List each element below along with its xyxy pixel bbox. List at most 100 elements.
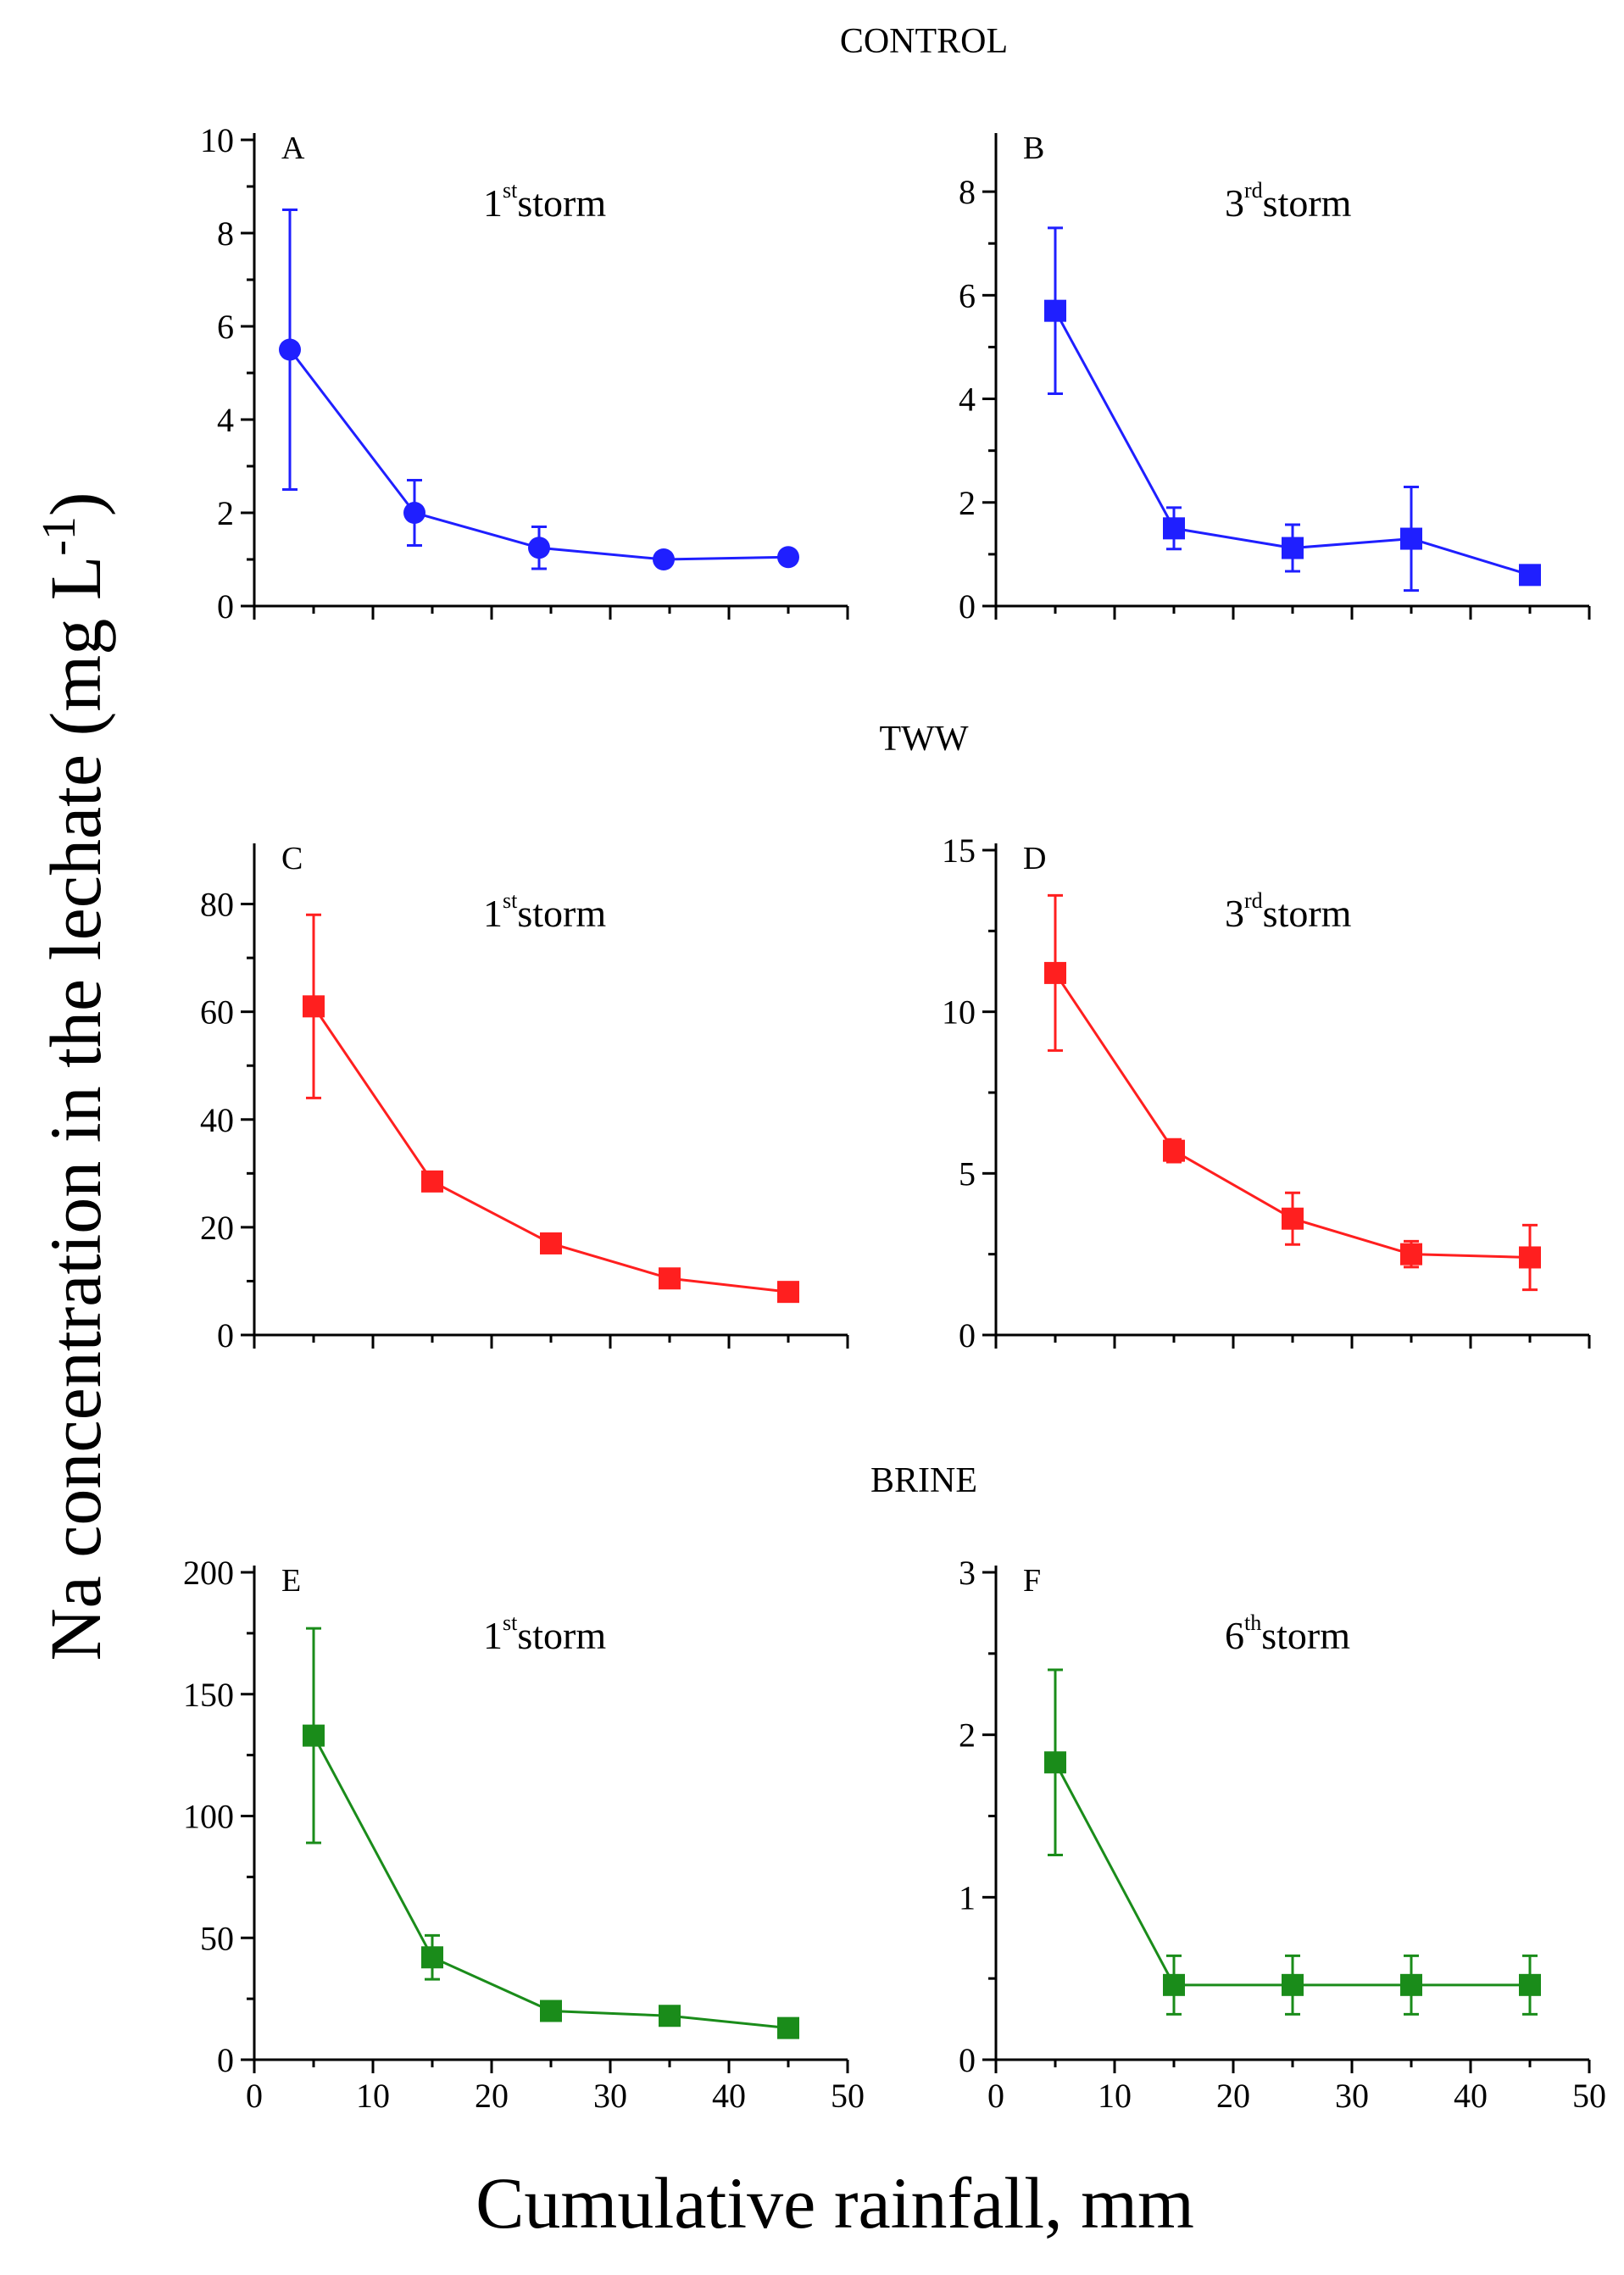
data-point-a-1	[403, 502, 425, 524]
storm-word-f: storm	[1261, 1614, 1350, 1657]
storm-word-b: storm	[1263, 181, 1352, 225]
data-point-c-0	[303, 995, 325, 1018]
storm-number-e: 1	[483, 1614, 503, 1657]
data-point-d-4	[1519, 1246, 1541, 1269]
x-tick-label-e-4: 40	[712, 2077, 746, 2115]
data-point-d-2	[1282, 1207, 1304, 1230]
y-axis-title: Na concentration in the lechate (mg L-1)	[33, 492, 116, 1660]
data-point-d-1	[1163, 1139, 1185, 1162]
y-tick-label-b-1: 2	[959, 484, 976, 522]
y-tick-label-a-5: 10	[200, 121, 234, 159]
data-point-a-4	[777, 546, 799, 569]
x-tick-label-f-2: 20	[1216, 2077, 1250, 2115]
panel-d: 0 5 10 15 D 3rdstorm	[942, 832, 1591, 1354]
y-tick-label-e-1: 50	[200, 1919, 234, 1957]
y-tick-label-a-0: 0	[217, 587, 234, 626]
storm-number-b: 3	[1225, 181, 1244, 225]
group-label-brine: BRINE	[870, 1461, 977, 1500]
data-point-e-3	[659, 2005, 681, 2027]
x-tick-label-e-3: 30	[593, 2077, 627, 2115]
panel-e: 0 50 100 150 200 0 10 20 30 40 50 E 1ststorm	[183, 1554, 865, 2115]
storm-word-d: storm	[1263, 892, 1352, 935]
data-point-f-4	[1519, 1973, 1541, 1996]
storm-label-b: 3rdstorm	[1225, 178, 1352, 225]
storm-label-d: 3rdstorm	[1225, 888, 1352, 935]
y-tick-label-f-3: 3	[959, 1554, 976, 1592]
panel-a: 0 2 4 6 8 10 A 1ststorm	[200, 121, 849, 626]
data-point-e-0	[303, 1724, 325, 1747]
y-tick-label-d-3: 15	[942, 832, 976, 870]
series-line-f	[1054, 1761, 1530, 1987]
x-axis-title: Cumulative rainfall, mm	[476, 2162, 1194, 2244]
storm-superscript-a: st	[503, 178, 518, 203]
group-label-control: CONTROL	[840, 22, 1008, 61]
panel-c: 0 20 40 60 80 C 1ststorm	[200, 841, 849, 1354]
y-tick-label-b-2: 4	[959, 381, 976, 419]
storm-word-a: storm	[517, 181, 606, 225]
x-tick-label-e-1: 10	[356, 2077, 390, 2115]
data-point-c-4	[777, 1281, 799, 1304]
data-point-f-0	[1044, 1751, 1066, 1774]
data-point-a-0	[279, 338, 301, 361]
y-tick-label-a-1: 2	[217, 494, 234, 532]
y-tick-label-f-2: 2	[959, 1716, 976, 1755]
storm-word-c: storm	[517, 892, 606, 935]
data-point-e-1	[421, 1946, 443, 1969]
data-point-a-3	[653, 548, 675, 570]
data-point-b-1	[1163, 517, 1185, 540]
y-tick-label-c-1: 20	[200, 1209, 234, 1247]
panel-letter-e: E	[281, 1563, 301, 1599]
x-tick-label-f-0: 0	[987, 2077, 1004, 2115]
storm-superscript-e: st	[503, 1610, 518, 1635]
storm-superscript-c: st	[503, 888, 518, 913]
y-tick-label-e-2: 100	[183, 1798, 234, 1836]
y-tick-label-b-3: 6	[959, 276, 976, 314]
group-label-tww: TWW	[880, 720, 969, 759]
storm-number-c: 1	[483, 892, 503, 935]
y-tick-label-c-3: 60	[200, 993, 234, 1032]
series-line-e	[312, 1734, 789, 2030]
panel-b: 0 2 4 6 8 B 3rdstorm	[959, 131, 1591, 626]
data-point-e-4	[777, 2016, 799, 2039]
y-axis-title-superscript: -1	[33, 516, 86, 556]
data-point-f-2	[1282, 1973, 1304, 1996]
data-point-c-1	[421, 1170, 443, 1193]
y-tick-label-b-0: 0	[959, 587, 976, 626]
storm-number-a: 1	[483, 181, 503, 225]
data-point-c-3	[659, 1267, 681, 1290]
storm-label-f: 6thstorm	[1225, 1610, 1350, 1657]
y-tick-label-c-0: 0	[217, 1316, 234, 1354]
y-tick-label-c-4: 80	[200, 886, 234, 924]
data-point-e-2	[540, 2000, 562, 2022]
y-tick-label-e-3: 150	[183, 1676, 234, 1714]
storm-number-f: 6	[1225, 1614, 1244, 1657]
data-point-f-1	[1163, 1973, 1185, 1996]
y-tick-label-f-0: 0	[959, 2041, 976, 2079]
data-point-b-4	[1519, 564, 1541, 587]
y-axis-title-close: )	[35, 492, 116, 516]
data-point-d-0	[1044, 961, 1066, 984]
y-tick-label-a-3: 6	[217, 308, 234, 346]
y-tick-label-e-0: 0	[217, 2041, 234, 2079]
storm-label-c: 1ststorm	[483, 888, 606, 935]
y-tick-label-e-4: 200	[183, 1554, 234, 1592]
panel-letter-d: D	[1023, 841, 1046, 876]
x-tick-label-e-0: 0	[246, 2077, 263, 2115]
data-point-f-3	[1400, 1973, 1422, 1996]
y-tick-label-a-4: 8	[217, 214, 234, 253]
data-point-b-0	[1044, 299, 1066, 322]
storm-superscript-b: rd	[1244, 178, 1263, 203]
y-tick-label-a-2: 4	[217, 401, 234, 439]
data-point-b-3	[1400, 527, 1422, 550]
x-tick-label-f-1: 10	[1098, 2077, 1132, 2115]
y-tick-label-d-2: 10	[942, 993, 976, 1032]
data-point-b-2	[1282, 537, 1304, 559]
y-tick-label-d-1: 5	[959, 1154, 976, 1193]
x-tick-label-e-5: 50	[831, 2077, 865, 2115]
y-tick-label-f-1: 1	[959, 1878, 976, 1916]
storm-number-d: 3	[1225, 892, 1244, 935]
panel-letter-a: A	[281, 131, 305, 166]
y-tick-label-d-0: 0	[959, 1316, 976, 1354]
